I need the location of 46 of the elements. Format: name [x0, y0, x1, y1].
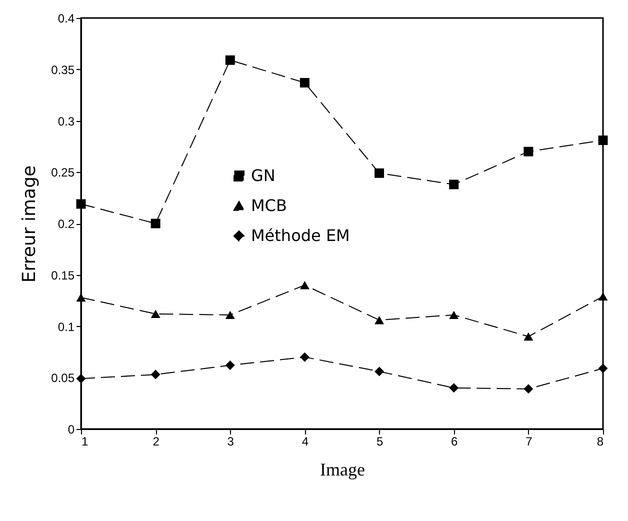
- x-tick-label: 6: [451, 434, 458, 448]
- legend-label: Méthode EM: [251, 226, 350, 245]
- point: [449, 180, 459, 190]
- y-tick-label: 0.1: [58, 320, 75, 334]
- point: [225, 360, 235, 370]
- point: [598, 292, 608, 301]
- x-tick-label: 7: [526, 434, 533, 448]
- point: [150, 370, 160, 380]
- legend-label: MCB: [251, 196, 287, 215]
- point: [449, 383, 459, 393]
- x-tick-label: 2: [152, 434, 160, 448]
- x-axis-title: Image: [320, 460, 365, 480]
- point: [524, 384, 534, 394]
- point: [150, 218, 160, 228]
- legend-label: GN: [251, 166, 276, 185]
- y-tick-label: 0.05: [51, 371, 75, 386]
- point: [225, 55, 235, 65]
- y-tick-label: 0.15: [51, 268, 75, 282]
- x-tick-label: 3: [227, 434, 234, 448]
- point: [374, 316, 384, 324]
- point: [524, 146, 534, 156]
- point: [374, 366, 384, 376]
- point: [449, 310, 459, 320]
- point: [374, 168, 384, 178]
- point: [300, 78, 310, 88]
- point: [300, 281, 310, 290]
- point: [76, 293, 86, 302]
- point: [150, 310, 160, 318]
- point: [598, 364, 608, 374]
- point: [598, 136, 608, 146]
- y-tick-label: 0.2: [58, 217, 75, 231]
- y-tick-label: 0.35: [51, 62, 75, 77]
- point: [76, 374, 86, 384]
- point: [524, 332, 534, 341]
- x-tick-label: 5: [376, 434, 384, 448]
- point: [225, 310, 235, 320]
- point: [300, 352, 310, 362]
- x-tick-label: 8: [596, 434, 604, 448]
- y-axis-title: Erreur image: [19, 165, 40, 283]
- y-tick-label: 0.3: [58, 114, 75, 128]
- x-tick-label: 1: [82, 434, 88, 448]
- y-tick-label: 0.4: [58, 12, 75, 26]
- x-tick-label: 4: [302, 434, 309, 448]
- y-tick-label: 0.25: [51, 166, 75, 180]
- point: [76, 199, 86, 209]
- y-tick-label: 0: [68, 422, 75, 436]
